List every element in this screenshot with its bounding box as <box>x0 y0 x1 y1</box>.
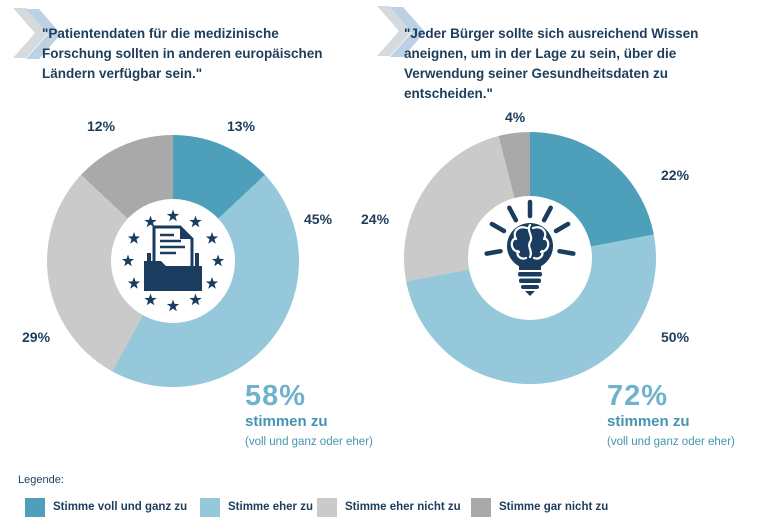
summary-percent: 58% <box>245 380 307 412</box>
legend-item: Stimme voll und ganz zu <box>25 498 187 517</box>
legend-item: Stimme eher zu <box>200 498 313 517</box>
slice-label: 24% <box>361 211 390 227</box>
slice-label: 13% <box>227 118 256 134</box>
slice-label: 29% <box>22 329 51 345</box>
donut-center <box>111 199 235 323</box>
summary-note: (voll und ganz oder eher) <box>245 436 373 448</box>
idea-lightbulb-brain-icon <box>484 199 576 296</box>
double-chevron-icon <box>13 8 61 59</box>
legend-color-chip <box>200 498 220 517</box>
summary-right: 72% stimmen zu (voll und ganz oder eher) <box>607 382 735 449</box>
legend-item: Stimme gar nicht zu <box>471 498 608 517</box>
summary-label: stimmen zu <box>607 413 690 430</box>
legend-label: Stimme eher zu <box>228 501 313 513</box>
slice-label: 4% <box>505 109 526 125</box>
legend-color-chip <box>25 498 45 517</box>
slice-label: 12% <box>87 118 116 134</box>
summary-note: (voll und ganz oder eher) <box>607 436 735 448</box>
quote-right: "Jeder Bürger sollte sich ausreichend Wi… <box>404 26 699 101</box>
summary-left: 58% stimmen zu (voll und ganz oder eher) <box>245 382 373 449</box>
quote-left: "Patientendaten für die medizinische For… <box>42 26 323 81</box>
legend-label: Stimme eher nicht zu <box>345 501 461 513</box>
legend-item: Stimme eher nicht zu <box>317 498 461 517</box>
summary-percent: 72% <box>607 380 669 412</box>
slice-label: 22% <box>661 167 690 183</box>
donut-center <box>468 196 592 320</box>
legend-label: Stimme voll und ganz zu <box>53 501 188 513</box>
double-chevron-icon <box>377 6 425 57</box>
eu-stars-document-folder-icon <box>121 209 225 312</box>
slice-label: 50% <box>661 329 690 345</box>
legend-title: Legende: <box>18 474 64 486</box>
summary-label: stimmen zu <box>245 413 328 430</box>
legend-color-chip <box>471 498 491 517</box>
donut-chart-citizen-knowledge <box>404 132 656 384</box>
donut-chart-patient-data <box>47 135 299 387</box>
slice-label: 45% <box>304 211 333 227</box>
legend-label: Stimme gar nicht zu <box>499 501 609 513</box>
legend-color-chip <box>317 498 337 517</box>
